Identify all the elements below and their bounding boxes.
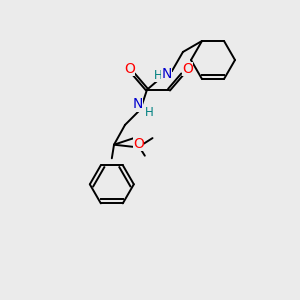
Text: O: O [182, 62, 193, 76]
Text: H: H [154, 69, 163, 82]
Text: O: O [134, 137, 144, 151]
Text: N: N [161, 67, 172, 80]
Text: H: H [145, 106, 154, 119]
Text: N: N [132, 98, 142, 112]
Text: O: O [124, 62, 135, 76]
